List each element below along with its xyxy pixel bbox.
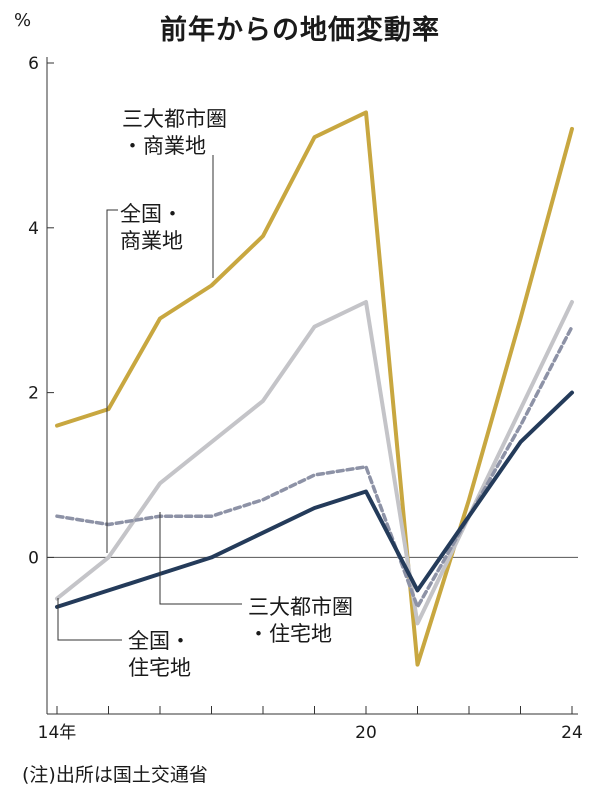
chart-title: 前年からの地価変動率 — [160, 15, 440, 46]
x-tick-label: 14年 — [38, 723, 77, 743]
series-line-1 — [55, 110, 574, 667]
series-label-leader-4 — [57, 598, 122, 641]
series-label-1: ・商業地 — [122, 134, 206, 158]
y-tick-label: 4 — [28, 219, 39, 239]
series-line-4 — [55, 390, 574, 609]
series-label-1: 三大都市圏 — [122, 107, 227, 131]
series-label-leader-3 — [159, 512, 242, 605]
series-label-3: 三大都市圏 — [248, 595, 353, 619]
x-tick-label: 20 — [355, 723, 377, 743]
y-tick-label: 0 — [28, 548, 39, 568]
series-label-4: 住宅地 — [128, 656, 191, 680]
y-tick-label: 2 — [28, 384, 39, 404]
series-label-leader-2 — [106, 209, 118, 553]
series-label-2: 全国・ — [120, 202, 183, 226]
series-label-3: ・住宅地 — [248, 622, 332, 646]
y-axis-unit: % — [14, 10, 32, 31]
series-label-4: 全国・ — [128, 629, 191, 653]
series-label-2: 商業地 — [120, 229, 183, 253]
series-line-3 — [55, 324, 574, 609]
source-note: (注)出所は国土交通省 — [22, 764, 208, 786]
y-tick-label: 6 — [28, 54, 39, 74]
series-line-2 — [55, 300, 574, 626]
x-tick-label: 24 — [561, 723, 583, 743]
